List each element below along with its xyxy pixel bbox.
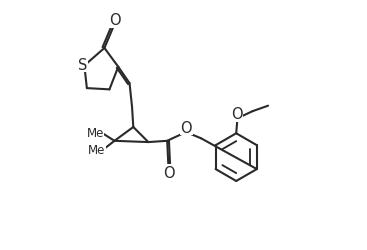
Text: O: O	[109, 13, 121, 28]
Text: Me: Me	[88, 144, 106, 156]
Text: Me: Me	[87, 126, 104, 140]
Text: O: O	[181, 120, 192, 135]
Text: O: O	[231, 107, 243, 122]
Text: O: O	[163, 166, 174, 180]
Text: S: S	[78, 58, 87, 72]
